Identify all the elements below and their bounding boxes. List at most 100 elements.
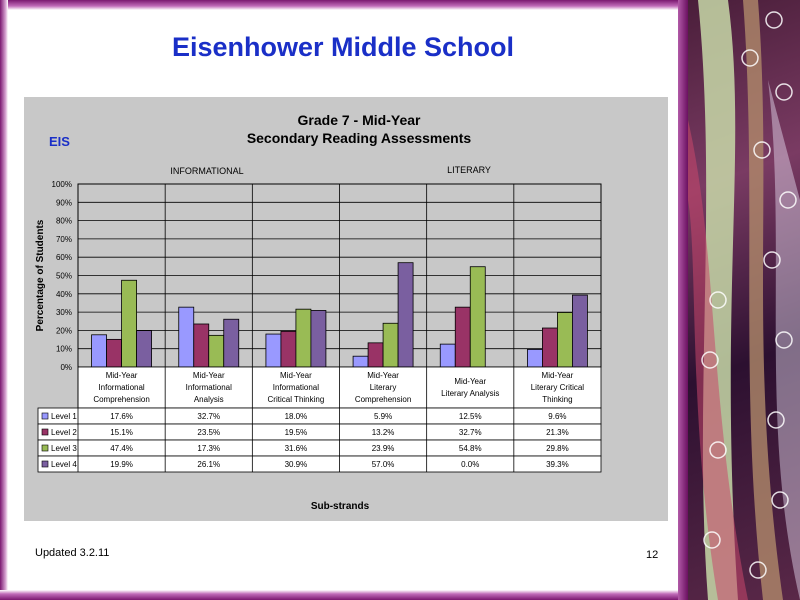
bar-level-2 <box>106 338 122 368</box>
data-label: 17.3% <box>197 444 220 453</box>
category-label: Literary Critical <box>531 383 585 392</box>
y-tick-label: 100% <box>52 180 72 189</box>
bar-level-1 <box>178 306 195 368</box>
y-tick-label: 30% <box>56 308 72 317</box>
category-label: Thinking <box>542 395 572 404</box>
bar-level-2 <box>454 306 471 368</box>
bar-level-2 <box>193 323 210 368</box>
legend-swatch <box>41 460 49 468</box>
category-label: Mid-Year <box>454 377 486 386</box>
chart-area: Grade 7 - Mid-Year Secondary Reading Asse… <box>24 97 668 521</box>
category-label: Literary <box>370 383 397 392</box>
data-label: 29.8% <box>546 444 569 453</box>
data-label: 32.7% <box>459 428 482 437</box>
bar-level-1 <box>439 343 456 368</box>
y-tick-label: 90% <box>56 198 72 207</box>
y-tick-label: 0% <box>60 363 72 372</box>
legend-label: Level 4 <box>51 460 77 469</box>
data-label: 0.0% <box>461 460 479 469</box>
data-label: 21.3% <box>546 428 569 437</box>
data-label: 12.5% <box>459 412 482 421</box>
category-label: Critical Thinking <box>268 395 325 404</box>
bar-level-4 <box>136 330 152 368</box>
data-label: 31.6% <box>285 444 308 453</box>
bar-level-3 <box>557 312 573 368</box>
data-label: 18.0% <box>285 412 308 421</box>
group-label-informational: INFORMATIONAL <box>170 166 243 176</box>
category-label: Analysis <box>194 395 224 404</box>
group-label-literary: LITERARY <box>447 165 491 175</box>
chart-title: Grade 7 - Mid-Year <box>298 112 421 128</box>
category-label: Informational <box>186 383 232 392</box>
frame-left <box>0 0 8 600</box>
category-label: Mid-Year <box>367 371 399 380</box>
data-label: 23.5% <box>197 428 220 437</box>
data-label: 19.5% <box>285 428 308 437</box>
y-axis-label: Percentage of Students <box>35 219 46 331</box>
y-tick-label: 20% <box>56 326 72 335</box>
data-label: 5.9% <box>374 412 392 421</box>
data-label: 47.4% <box>110 444 133 453</box>
slide-title: Eisenhower Middle School <box>171 32 515 62</box>
legend-swatch <box>41 428 49 436</box>
category-label: Mid-Year <box>542 371 574 380</box>
data-label: 39.3% <box>546 460 569 469</box>
bar-level-4 <box>572 294 588 368</box>
updated-label: Updated 3.2.11 <box>35 547 110 559</box>
frame-top <box>0 0 686 10</box>
legend-label: Level 3 <box>51 444 77 453</box>
y-tick-label: 70% <box>56 235 72 244</box>
category-label: Mid-Year <box>193 371 225 380</box>
legend-swatch <box>41 412 49 420</box>
decorative-side-panel <box>688 0 800 600</box>
category-label: Informational <box>98 383 144 392</box>
chart-svg: Grade 7 - Mid-Year Secondary Reading Asse… <box>35 112 602 512</box>
bar-level-1 <box>91 334 107 368</box>
category-label: Literary Analysis <box>441 389 499 398</box>
bar-level-1 <box>352 355 369 368</box>
data-label: 23.9% <box>372 444 395 453</box>
legend-label: Level 2 <box>51 428 77 437</box>
category-label: Comprehension <box>93 395 149 404</box>
y-tick-label: 80% <box>56 217 72 226</box>
legend-label: Level 1 <box>51 412 77 421</box>
chart-subtitle: Secondary Reading Assessments <box>247 130 472 146</box>
data-label: 30.9% <box>285 460 308 469</box>
data-label: 17.6% <box>110 412 133 421</box>
bar-level-4 <box>223 318 240 368</box>
bar-level-2 <box>367 342 384 368</box>
data-label: 54.8% <box>459 444 482 453</box>
chart-tag: EIS <box>49 134 70 149</box>
frame-bottom <box>0 590 686 600</box>
y-tick-label: 60% <box>56 253 72 262</box>
page-number: 12 <box>646 549 659 561</box>
y-tick-label: 50% <box>56 272 72 281</box>
bar-level-1 <box>527 349 543 368</box>
legend-swatch <box>41 444 49 452</box>
bar-level-4 <box>397 262 414 368</box>
category-label: Informational <box>273 383 319 392</box>
bar-level-3 <box>295 308 312 368</box>
slide: Eisenhower Middle School Grade 7 - Mid-Y… <box>24 32 668 561</box>
bar-level-2 <box>542 327 558 368</box>
category-label: Mid-Year <box>280 371 312 380</box>
data-label: 9.6% <box>548 412 566 421</box>
bar-level-3 <box>208 334 225 368</box>
bar-level-4 <box>310 310 327 368</box>
bar-level-2 <box>280 330 297 368</box>
data-label: 19.9% <box>110 460 133 469</box>
x-axis-label: Sub-strands <box>311 501 370 512</box>
data-label: 57.0% <box>372 460 395 469</box>
bar-level-3 <box>469 266 486 368</box>
category-label: Mid-Year <box>106 371 138 380</box>
y-tick-label: 10% <box>56 345 72 354</box>
bar-level-3 <box>382 322 399 368</box>
floral-decoration <box>688 0 800 600</box>
y-tick-label: 40% <box>56 290 72 299</box>
data-label: 32.7% <box>197 412 220 421</box>
bar-level-1 <box>265 333 282 368</box>
data-label: 13.2% <box>372 428 395 437</box>
category-label: Comprehension <box>355 395 411 404</box>
data-label: 15.1% <box>110 428 133 437</box>
data-label: 26.1% <box>197 460 220 469</box>
